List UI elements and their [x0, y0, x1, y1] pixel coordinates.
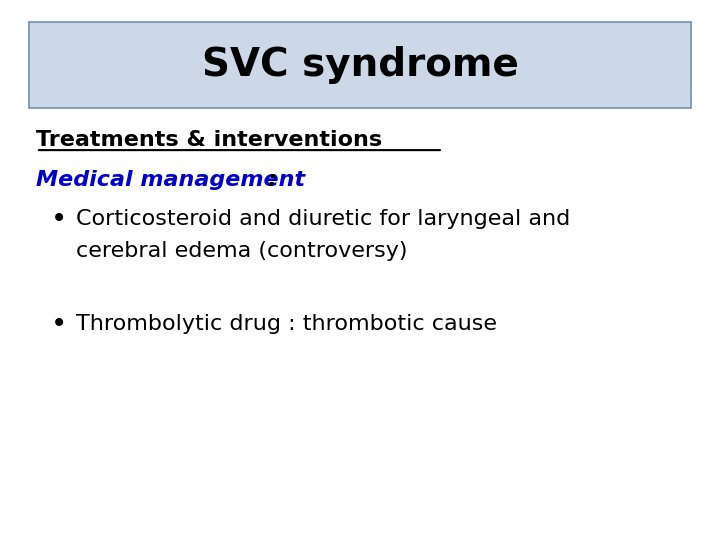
Text: SVC syndrome: SVC syndrome [202, 46, 518, 84]
Text: •: • [50, 310, 67, 338]
Text: Medical management: Medical management [36, 170, 313, 191]
Text: :: : [268, 170, 284, 191]
FancyBboxPatch shape [29, 22, 691, 108]
Text: Thrombolytic drug : thrombotic cause: Thrombolytic drug : thrombotic cause [76, 314, 497, 334]
Text: •: • [50, 205, 67, 233]
Text: cerebral edema (controversy): cerebral edema (controversy) [76, 241, 407, 261]
Text: Treatments & interventions: Treatments & interventions [36, 130, 382, 151]
Text: Corticosteroid and diuretic for laryngeal and: Corticosteroid and diuretic for laryngea… [76, 208, 570, 229]
